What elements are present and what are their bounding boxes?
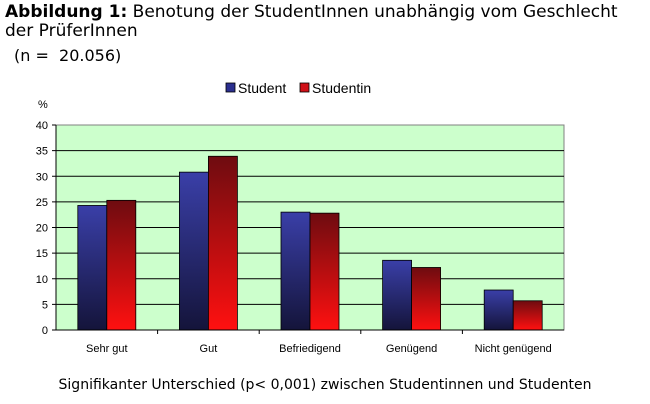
sample-size-label: (n = 20.056) bbox=[14, 46, 122, 65]
y-tick-label: 15 bbox=[36, 248, 48, 260]
y-axis-ticks: 0 5 10 15 20 25 30 35 40 bbox=[36, 120, 56, 337]
legend-swatch-student bbox=[225, 82, 236, 93]
bar-studentin-4 bbox=[411, 267, 442, 331]
bar-student-5 bbox=[483, 289, 514, 331]
bar-studentin-2 bbox=[207, 155, 238, 331]
x-tick-label: Befriedigend bbox=[279, 343, 341, 355]
x-tick-label: Sehr gut bbox=[86, 343, 128, 355]
y-tick-label: 30 bbox=[36, 171, 48, 183]
title-text: Benotung der StudentInnen unabhängig vom… bbox=[5, 2, 618, 41]
bar-studentin-5 bbox=[512, 300, 543, 331]
y-tick-label: 10 bbox=[36, 274, 48, 286]
y-axis-label: % bbox=[38, 99, 48, 111]
bar-student-1 bbox=[77, 205, 108, 331]
significance-note: Signifikanter Unterschied (p< 0,001) zwi… bbox=[58, 377, 592, 393]
y-tick-label: 25 bbox=[36, 197, 48, 209]
y-tick-label: 35 bbox=[36, 146, 48, 158]
bar-student-2 bbox=[178, 171, 209, 331]
y-tick-label: 40 bbox=[36, 120, 48, 132]
legend-label-studentin: Studentin bbox=[312, 80, 371, 96]
title-prefix: Abbildung 1: bbox=[5, 2, 128, 22]
y-tick-label: 5 bbox=[42, 299, 48, 311]
bars bbox=[77, 155, 543, 331]
legend-swatch-studentin bbox=[299, 82, 310, 93]
y-tick-label: 20 bbox=[36, 223, 48, 235]
bar-student-4 bbox=[382, 259, 413, 331]
x-tick-label: Gut bbox=[200, 343, 218, 355]
legend: Student Studentin bbox=[225, 80, 371, 96]
x-tick-label: Nicht genügend bbox=[475, 343, 552, 355]
legend-label-student: Student bbox=[238, 80, 286, 96]
chart-title: Abbildung 1: Benotung der StudentInnen u… bbox=[5, 3, 645, 41]
bar-studentin-1 bbox=[106, 199, 137, 331]
bar-student-3 bbox=[280, 211, 311, 331]
y-tick-label: 0 bbox=[42, 325, 48, 337]
bar-studentin-3 bbox=[309, 212, 340, 331]
x-axis-ticks: Sehr gut Gut Befriedigend Genügend Nicht gen… bbox=[86, 330, 552, 355]
x-tick-label: Genügend bbox=[386, 343, 437, 355]
